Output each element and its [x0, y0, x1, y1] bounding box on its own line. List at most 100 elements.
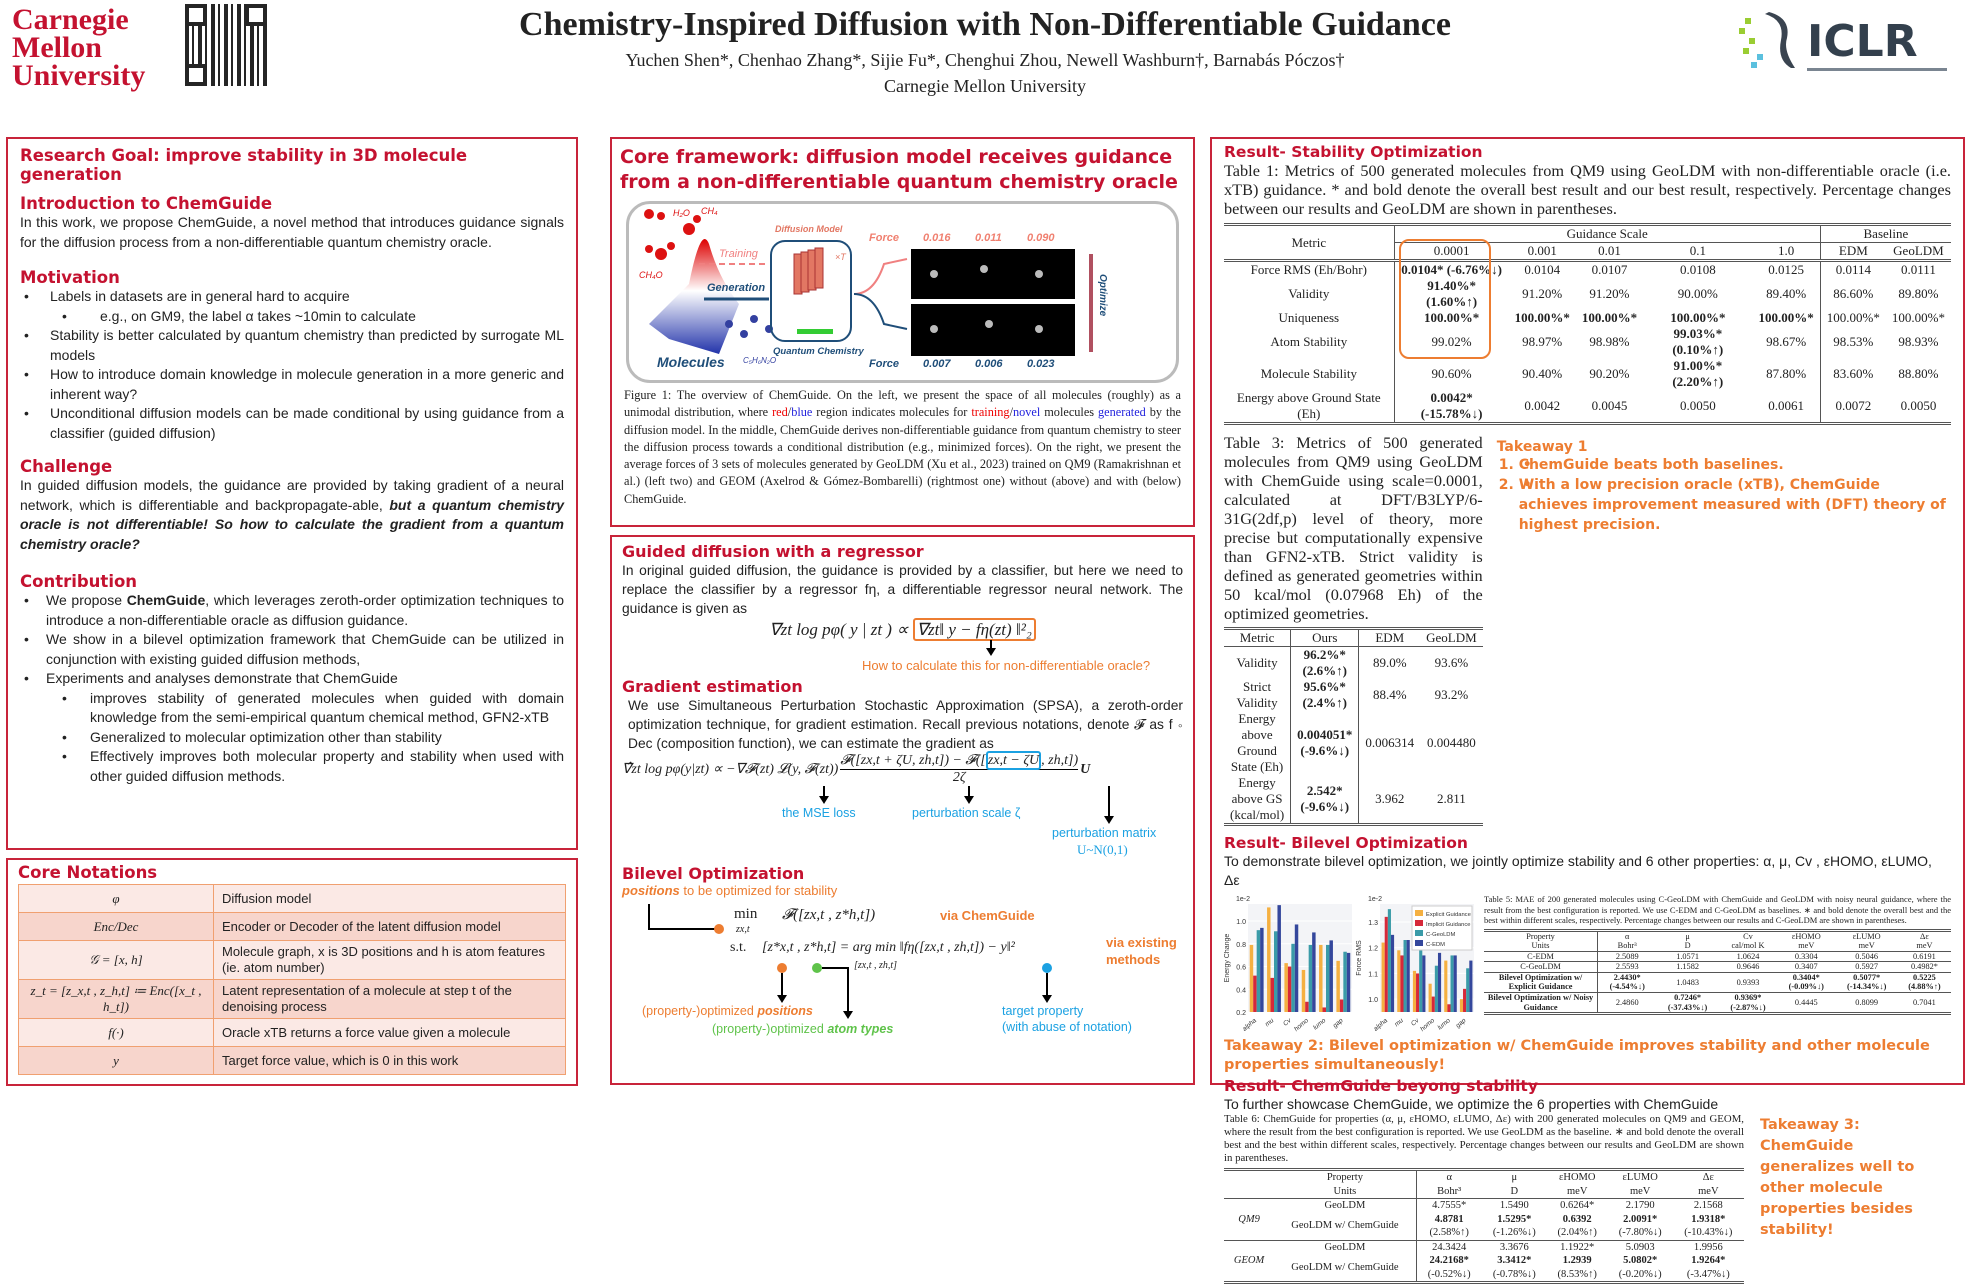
- table-cell: 89.80%: [1898, 286, 1939, 301]
- table-cell: Force RMS (Eh/Bohr): [1224, 260, 1395, 278]
- bilevel-formula: min zx,t 𝓕([zx,t , z*h,t]) via ChemGuide…: [642, 904, 1177, 1036]
- x-tick-label: alpha: [1241, 1017, 1258, 1033]
- table-cell: 88.80%: [1898, 366, 1939, 381]
- table-cell: 98.98%: [1589, 334, 1630, 349]
- bar-c-geoldm: [1450, 955, 1454, 1012]
- table-cell: (2.58%↑): [1429, 1227, 1469, 1238]
- table-cell: 0.004480: [1427, 735, 1476, 750]
- table-cell: 1.1922*: [1546, 1239, 1608, 1254]
- table-cell: 2.1790: [1607, 1198, 1673, 1213]
- table-cell: 1.9318*: [1691, 1213, 1726, 1225]
- table-cell: 86.60%: [1833, 286, 1874, 301]
- table-cell: 2.0091*: [1623, 1213, 1658, 1225]
- ch4-label: CH₄: [701, 206, 718, 216]
- quantum-chemistry-label: Quantum Chemistry: [773, 346, 864, 357]
- force-value: 0.007: [923, 358, 951, 370]
- bar-implicit-guidance: [1339, 999, 1344, 1012]
- force-value: 0.090: [1027, 232, 1055, 244]
- bar-explicit-guidance: [1412, 970, 1417, 1012]
- table-cell: meV: [1798, 941, 1815, 951]
- table6-caption: Table 6: ChemGuide for properties (α, μ,…: [1224, 1113, 1744, 1164]
- scale-label: 1e-2: [1236, 896, 1250, 903]
- table-cell: 0.0114: [1820, 260, 1886, 278]
- overview-figure: H₂O CH₄ CH₄O C₅H₆N₂O Molecules Training …: [626, 201, 1179, 383]
- research-goal-panel: Research Goal: improve stability in 3D m…: [6, 137, 578, 850]
- table-cell: 0.5077* (-14.34%↓): [1835, 971, 1898, 993]
- h2o-label: H₂O: [673, 208, 690, 218]
- legend-label: Implicit Guidance: [1426, 922, 1470, 928]
- table-cell: 0.4982*: [1897, 961, 1951, 973]
- bar-implicit-guidance: [1400, 955, 1404, 1012]
- table-cell: 0.0042* (-15.78%↓): [1420, 390, 1483, 421]
- list-item: Labels in datasets are in general hard t…: [20, 287, 564, 307]
- highlighted-term: ∇zt‖ y − fη(zt) ‖²₂: [912, 618, 1036, 641]
- table-cell: 0.7246* (-37.43%↓): [1656, 992, 1719, 1014]
- iclr-logo-mark: [1739, 12, 1795, 68]
- table-cell: εLUMO: [1852, 931, 1881, 941]
- takeaway1-list: ChemGuide beats both baselines. With a l…: [1497, 455, 1951, 535]
- bar-explicit-guidance: [1444, 960, 1448, 1012]
- bar-explicit-guidance: [1459, 999, 1464, 1012]
- table-row: φ Diffusion model: [18, 884, 566, 913]
- table-cell: 3.962: [1375, 791, 1405, 806]
- table-row: Force RMS (Eh/Bohr) 0.0104* (-6.76%↓) 0.01…: [1224, 260, 1951, 278]
- table-cell: cal/mol K: [1731, 941, 1765, 951]
- x-tick-label: Cv: [1282, 1017, 1293, 1028]
- table-cell: 0.006314: [1365, 735, 1415, 750]
- perturbation-matrix-annotation: perturbation matrix: [1052, 826, 1157, 840]
- table-cell: meV: [1916, 941, 1933, 951]
- legend-label: C-EDM: [1426, 942, 1445, 948]
- x-tick-label: lumo: [1436, 1017, 1452, 1032]
- table-cell: Uniqueness: [1224, 310, 1395, 326]
- figure-caption: Figure 1: The overview of ChemGuide. On …: [624, 388, 1182, 506]
- guidance-formula: ∇zt log pφ( y | zt ) ∝ ∇zt‖ y − fη(zt) ‖…: [622, 618, 1183, 641]
- table-cell: 91.00%* (2.20%↑): [1672, 358, 1724, 389]
- list-item: We show in a bilevel optimization framew…: [20, 630, 564, 669]
- table-cell: 91.20%: [1589, 286, 1630, 301]
- table-cell: 90.20%: [1589, 366, 1630, 381]
- table-cell: (-0.20%↓): [1618, 1268, 1662, 1280]
- table-cell: 95.6%* (2.4%↑): [1290, 679, 1360, 711]
- table-cell: μ: [1511, 1172, 1518, 1183]
- positions-annotation: positions to be optimized for stability: [622, 883, 838, 898]
- bar-c-edm: [1294, 924, 1299, 1012]
- optimize-label: Optimize: [1097, 274, 1108, 317]
- table5-caption: Table 5: MAE of 200 generated molecules …: [1484, 894, 1951, 925]
- x-tick-label: gap: [1455, 1017, 1468, 1030]
- y-tick-label: 0.6: [1236, 965, 1246, 972]
- bar-explicit-guidance: [1381, 942, 1385, 1012]
- table-cell: 0.0061: [1752, 390, 1821, 424]
- bar-c-geoldm: [1403, 940, 1407, 1012]
- x-tick-label: homo: [1293, 1017, 1310, 1033]
- y-tick-label: 1.3: [1368, 920, 1378, 927]
- table-cell: 98.53%: [1833, 334, 1874, 349]
- table-cell: 0.8099: [1835, 992, 1898, 1014]
- force-value: 0.016: [923, 232, 951, 244]
- c5h6n2o-label: C₅H₆N₂O: [743, 356, 777, 365]
- table-cell: 4.7555*: [1416, 1198, 1482, 1213]
- legend-swatch: [1415, 940, 1423, 946]
- table-cell: Bohr³: [1437, 1185, 1462, 1197]
- table-row: Bilevel Optimization w/ Noisy Guidance 2.…: [1484, 992, 1951, 1014]
- x-tick-label: gap: [1332, 1017, 1345, 1030]
- y-axis-label: Energy Change: [1224, 934, 1231, 983]
- table-row: f(·) Oracle xTB returns a force value giv…: [18, 1018, 566, 1047]
- table-cell: Validity: [1224, 278, 1395, 310]
- table-cell: Validity: [1224, 646, 1292, 679]
- table-cell: (2.04%↑): [1557, 1227, 1597, 1238]
- bar-c-edm: [1312, 932, 1316, 1012]
- bilevel-results-text: To demonstrate bilevel optimization, we …: [1224, 853, 1932, 888]
- table-cell: Bilevel Optimization w/ Noisy Guidance: [1484, 992, 1599, 1014]
- table-cell: 0.5927: [1835, 961, 1898, 973]
- table-cell: 0.3407: [1777, 961, 1836, 973]
- table-cell: Bilevel Optimization w/ Explicit Guidanc…: [1484, 971, 1599, 993]
- bar-explicit-guidance: [1336, 960, 1340, 1012]
- legend-swatch: [1415, 930, 1423, 936]
- force-value: 0.023: [1027, 358, 1055, 370]
- intro-heading: Introduction to ChemGuide: [20, 194, 273, 213]
- stability-results-heading: Result- Stability Optimization: [1224, 143, 1483, 161]
- table-cell: 1.9264*: [1691, 1255, 1726, 1266]
- table-cell: meV: [1567, 1185, 1588, 1197]
